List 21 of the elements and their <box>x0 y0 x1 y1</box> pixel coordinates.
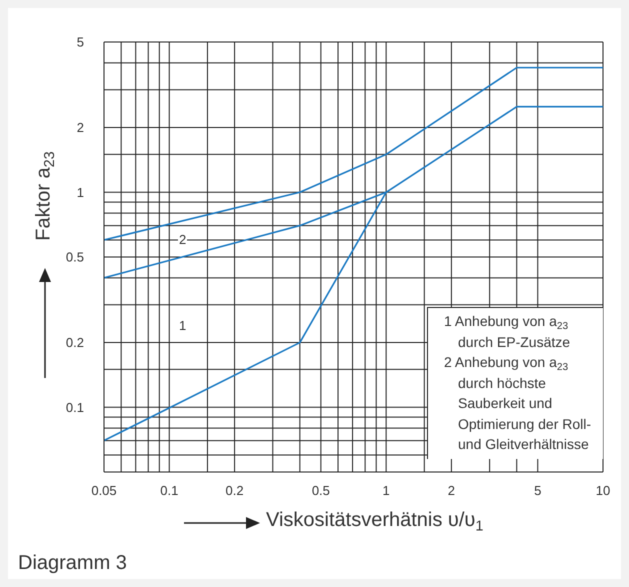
annotation: 2 Anhebung von a$_{23}$ durch höchste Sauberkeit und Optimierung der Roll- und Gleitverhältnisse <box>444 353 592 454</box>
text: Diagramm 3 <box>18 552 127 575</box>
x-tick-label: 1 <box>382 483 390 498</box>
note-box: 1 Anhebung von a$_{23}$ durch EP-Zusätze 2 Anhebung von a$_{23}$ durch höchste Sauberkeit und Optimierung der Roll- und Gleitverhältnisse <box>427 307 603 459</box>
x-tick-label: 10 <box>596 483 610 498</box>
x-tick-label: 5 <box>534 483 542 498</box>
x-tick-label: 0.2 <box>226 483 244 498</box>
x-tick-label: 2 <box>448 483 456 498</box>
y-tick-label: 0.2 <box>66 335 84 350</box>
annotation: 1 <box>178 318 188 334</box>
x-tick-label: 0.05 <box>91 483 117 498</box>
x-tick-label: 0.5 <box>312 483 330 498</box>
y-tick-label: 2 <box>76 120 84 136</box>
x-axis-title: Viskositätsverhätnis υ/υ$_{1}$ <box>266 509 484 534</box>
annotation: 2 <box>178 232 188 248</box>
annotation: 1 Anhebung von a$_{23}$ durch EP-Zusätze <box>444 312 572 352</box>
y-tick-label: 0.5 <box>66 250 84 265</box>
y-tick-label: 5 <box>76 34 84 50</box>
y-tick-label: 1 <box>76 184 84 200</box>
x-tick-label: 0.1 <box>160 483 178 498</box>
y-tick-label: 0.1 <box>66 400 84 415</box>
